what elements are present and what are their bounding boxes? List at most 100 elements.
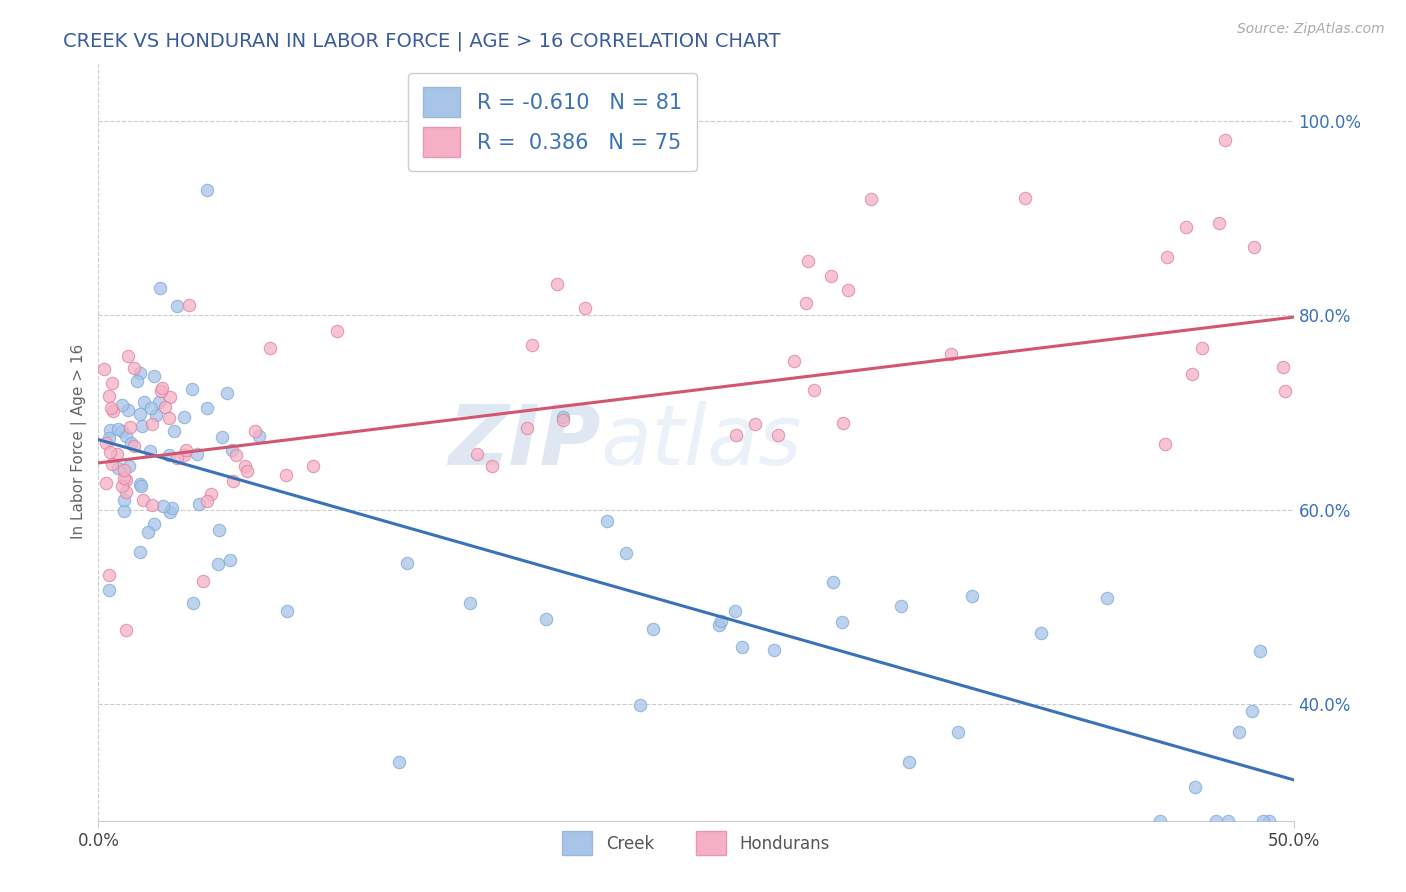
Point	[120, 436, 142, 450]
Point	[138, 443, 160, 458]
Point	[157, 448, 180, 462]
Point	[820, 269, 842, 284]
Point	[112, 504, 135, 518]
Point	[98, 444, 121, 458]
Point	[481, 458, 503, 473]
Point	[152, 500, 174, 514]
Text: atlas: atlas	[600, 401, 801, 482]
Point	[112, 471, 135, 485]
Point	[207, 558, 229, 572]
Point	[225, 448, 247, 462]
Point	[243, 424, 266, 438]
Legend: Creek, Hondurans: Creek, Hondurans	[555, 825, 837, 862]
Point	[326, 325, 349, 339]
Point	[162, 424, 184, 438]
Point	[124, 361, 146, 376]
Point	[1258, 814, 1281, 828]
Point	[94, 476, 117, 491]
Point	[948, 725, 970, 739]
Point	[247, 429, 270, 443]
Point	[131, 493, 153, 508]
Point	[195, 401, 218, 415]
Point	[821, 574, 844, 589]
Point	[1095, 591, 1118, 605]
Point	[136, 525, 159, 540]
Point	[831, 615, 853, 629]
Point	[1014, 191, 1036, 205]
Point	[173, 409, 195, 424]
Point	[731, 640, 754, 655]
Point	[150, 384, 173, 398]
Point	[117, 349, 139, 363]
Point	[1251, 814, 1274, 828]
Point	[860, 192, 883, 206]
Point	[186, 447, 208, 461]
Point	[177, 298, 200, 312]
Point	[118, 419, 141, 434]
Point	[763, 643, 786, 657]
Point	[1174, 220, 1197, 235]
Point	[1031, 625, 1053, 640]
Point	[128, 476, 150, 491]
Point	[211, 430, 233, 444]
Point	[1208, 216, 1230, 230]
Point	[898, 756, 921, 770]
Point	[235, 458, 257, 473]
Point	[187, 496, 209, 510]
Point	[149, 281, 172, 295]
Point	[114, 623, 136, 637]
Point	[98, 583, 121, 598]
Point	[115, 485, 138, 500]
Point	[274, 467, 297, 482]
Point	[1191, 342, 1213, 356]
Point	[1205, 814, 1227, 828]
Point	[837, 283, 859, 297]
Point	[142, 368, 165, 383]
Point	[141, 499, 163, 513]
Point	[1274, 384, 1296, 399]
Point	[551, 413, 574, 427]
Point	[124, 439, 146, 453]
Point	[98, 568, 121, 582]
Point	[460, 596, 482, 610]
Point	[183, 596, 205, 610]
Point	[145, 408, 167, 422]
Point	[93, 362, 115, 376]
Point	[208, 524, 231, 538]
Point	[107, 422, 129, 436]
Point	[174, 443, 197, 458]
Point	[546, 277, 568, 291]
Point	[221, 442, 243, 457]
Point	[744, 417, 766, 432]
Point	[141, 417, 163, 431]
Point	[111, 398, 134, 412]
Point	[614, 546, 637, 560]
Point	[960, 589, 983, 603]
Point	[551, 410, 574, 425]
Point	[709, 617, 731, 632]
Point	[118, 458, 141, 473]
Point	[111, 479, 134, 493]
Point	[105, 447, 128, 461]
Point	[219, 553, 242, 567]
Point	[129, 407, 152, 421]
Point	[1229, 725, 1251, 739]
Point	[112, 493, 135, 508]
Point	[1249, 644, 1271, 658]
Point	[1184, 780, 1206, 794]
Point	[1218, 814, 1240, 828]
Point	[97, 431, 120, 445]
Point	[107, 461, 129, 475]
Point	[125, 374, 148, 388]
Point	[1213, 133, 1236, 147]
Point	[129, 366, 152, 380]
Point	[641, 623, 664, 637]
Point	[112, 463, 135, 477]
Point	[159, 390, 181, 404]
Point	[139, 401, 162, 416]
Point	[396, 556, 419, 570]
Point	[1240, 705, 1263, 719]
Point	[94, 435, 117, 450]
Point	[520, 338, 543, 352]
Point	[173, 448, 195, 462]
